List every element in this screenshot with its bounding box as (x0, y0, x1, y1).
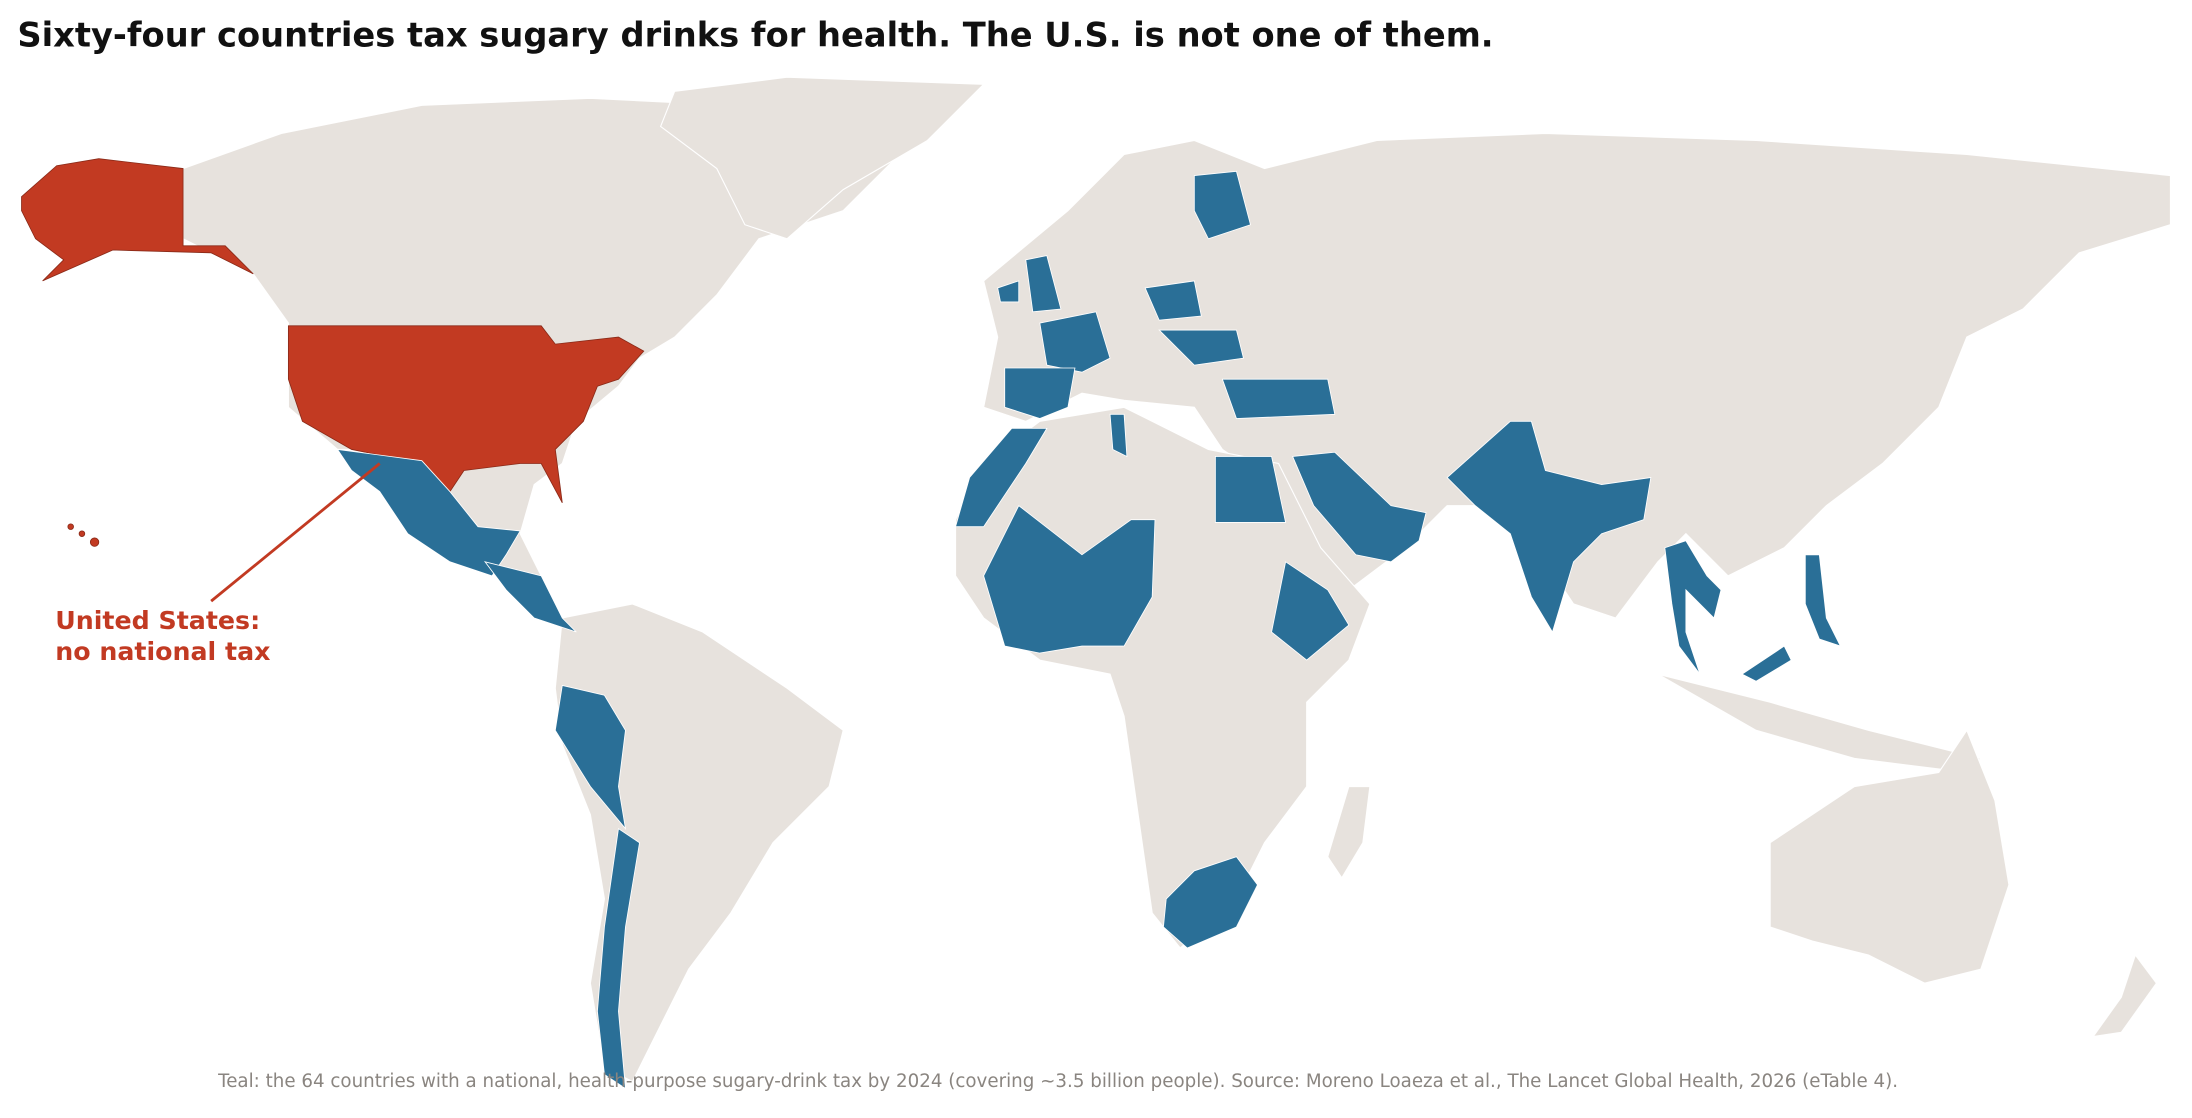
balkans (1158, 329, 1244, 366)
iberia (1004, 367, 1076, 419)
us (21, 158, 645, 547)
title: Sixty-four countries tax sugary drinks f… (17, 15, 1493, 54)
hawaii (67, 523, 74, 530)
uk (1025, 255, 1062, 313)
malaysia (1741, 645, 1792, 682)
greenland (659, 76, 985, 240)
south-america (554, 603, 844, 1083)
alaska (21, 158, 254, 282)
new-zealand (2091, 953, 2158, 1038)
arabia (1292, 451, 1427, 563)
ireland (997, 280, 1020, 303)
peru-ecuador (554, 684, 627, 831)
south-africa (1162, 856, 1259, 949)
ethiopia (1271, 561, 1350, 661)
annotation: no national tax (55, 637, 270, 666)
egypt (1214, 456, 1287, 523)
hawaii (78, 530, 86, 537)
footnote: Teal: the 64 countries with a national, … (217, 1071, 1898, 1092)
madagascar (1327, 785, 1371, 879)
thailand-myanmar (1664, 540, 1722, 675)
central-america (483, 561, 577, 633)
australia (1769, 729, 2010, 984)
annotation: United States: (55, 606, 260, 635)
south-asia (1446, 420, 1652, 634)
poland (1144, 280, 1202, 321)
turkey (1221, 378, 1336, 419)
france (1039, 311, 1111, 373)
philippines (1804, 554, 1842, 647)
finland (1193, 170, 1252, 240)
hawaii (89, 537, 100, 547)
chile (596, 827, 640, 1090)
annotation-line (210, 462, 381, 603)
indonesia (1657, 673, 1982, 774)
taxing-countries (336, 170, 1842, 1090)
tunisia (1109, 413, 1128, 458)
morocco (954, 427, 1048, 528)
west-africa (983, 504, 1156, 654)
usa (287, 325, 645, 504)
